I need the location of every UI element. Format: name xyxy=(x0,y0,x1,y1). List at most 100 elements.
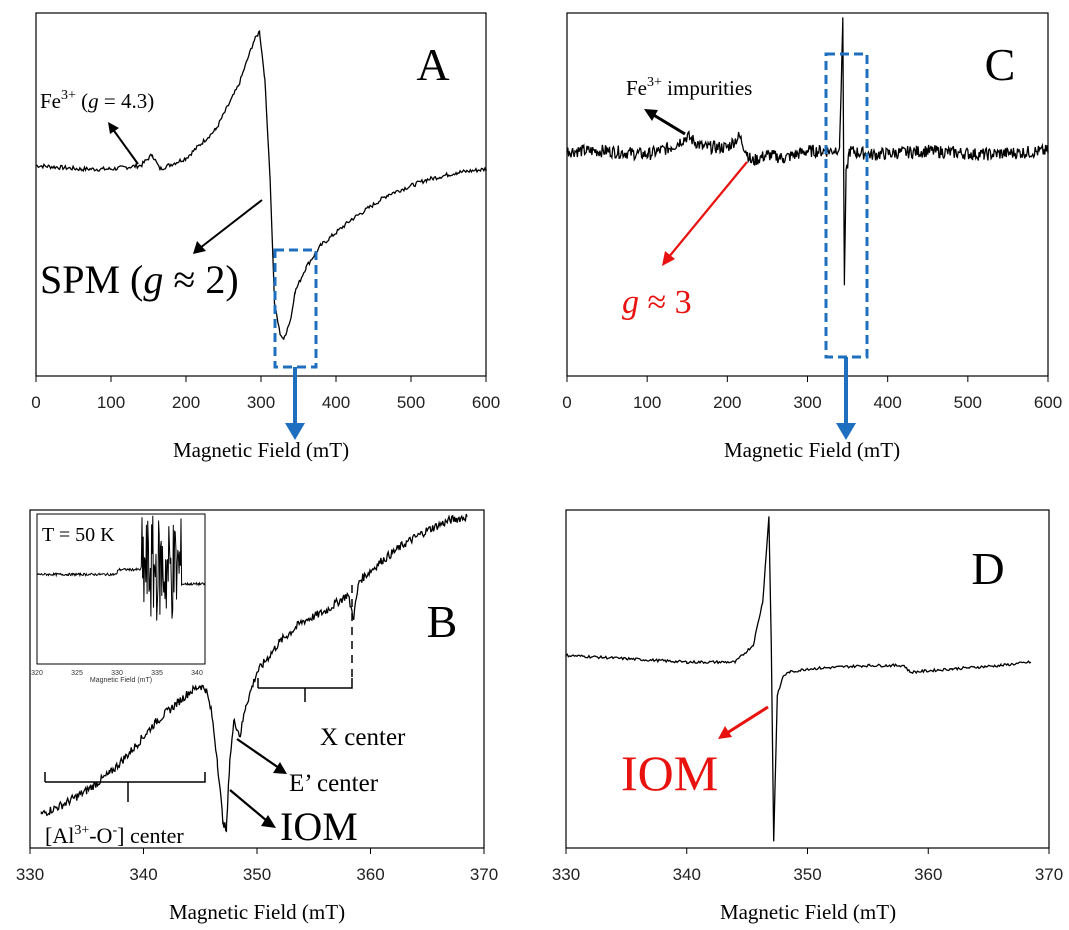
panel-d-xtick-label: 370 xyxy=(1035,865,1063,884)
panel-b-inset-xtick-label: 330 xyxy=(111,670,123,677)
panel-d-iom-arrow xyxy=(726,705,769,735)
panel-b-iom-arrowhead xyxy=(261,815,276,828)
panel-a-xtick-label: 500 xyxy=(397,393,425,412)
panel-b-xtick-label: 370 xyxy=(470,865,498,884)
panel-c-g3-arrowhead xyxy=(662,251,675,266)
panel-d-spectrum-line xyxy=(565,516,1032,842)
panel-a-label: A xyxy=(416,39,449,90)
panel-b-inset-xtick-label: 325 xyxy=(71,670,83,677)
panel-b-e-center-arrow xyxy=(236,738,280,769)
panel-c-g3-arrow xyxy=(667,161,748,259)
panel-b-inset-xtick-label: 340 xyxy=(191,670,203,677)
panel-b-inset-title: T = 50 K xyxy=(42,524,115,546)
panel-d-xtick-label: 330 xyxy=(552,865,580,884)
panel-a-spm-annotation: SPM (g ≈ 2) xyxy=(40,257,239,302)
panel-c-fe-annotation: Fe3+ impurities xyxy=(626,75,752,100)
panel-d-iom-label: IOM xyxy=(621,745,718,801)
panel-a-xtick-label: 300 xyxy=(247,393,275,412)
panel-b-xtick-label: 360 xyxy=(356,865,384,884)
panel-a-xtick-label: 0 xyxy=(31,393,40,412)
panel-b-xlabel: Magnetic Field (mT) xyxy=(169,900,345,924)
panel-c-zoom-box xyxy=(824,52,869,359)
panel-c-xtick-label: 300 xyxy=(793,393,821,412)
panel-d-xtick-label: 340 xyxy=(673,865,701,884)
panel-a-zoom-box xyxy=(273,248,318,369)
panel-a-fe-sup: 3+ xyxy=(61,88,76,103)
panel-b-inset-xtick-label: 320 xyxy=(31,670,43,677)
panel-a-xtick-label: 200 xyxy=(172,393,200,412)
panel-d-xtick-label: 360 xyxy=(914,865,942,884)
panel-c-x-axis: 0 100 200 300 400 500 600 xyxy=(562,376,1062,412)
panel-b-inset: T = 50 K 320 325 330 335 340 Magnetic Field … xyxy=(31,513,206,684)
panel-c-label: C xyxy=(985,39,1016,90)
panel-a-xtick-label: 400 xyxy=(322,393,350,412)
panel-b-inset-xlabel: Magnetic Field (mT) xyxy=(90,677,152,684)
panel-c-g3-rest: ≈ 3 xyxy=(639,284,692,321)
panel-b-iom-arrow xyxy=(229,789,268,822)
panel-b-al-sup: 3+ xyxy=(74,823,89,838)
panel-c-spectrum-line xyxy=(566,17,1049,286)
panel-b: 330 340 350 360 370 Magnetic Field (mT) B T … xyxy=(16,509,498,924)
panel-c-fe-text: Fe xyxy=(626,76,647,100)
panel-c: 0 100 200 300 400 500 600 Magnetic Field (mT) … xyxy=(562,12,1062,462)
panel-c-xtick-label: 0 xyxy=(562,393,571,412)
panel-c-fe-sup: 3+ xyxy=(647,75,662,90)
panel-b-al-text: [Al xyxy=(45,823,74,848)
panel-d-x-axis: 330 340 350 360 370 xyxy=(552,848,1063,884)
panel-c-xtick-label: 400 xyxy=(873,393,901,412)
panel-a: 0 100 200 300 400 500 600 Magnetic Field (mT) … xyxy=(31,12,500,462)
panel-b-iom-label: IOM xyxy=(280,804,358,849)
panel-a-spm-arrow xyxy=(199,199,263,249)
panel-c-frame xyxy=(566,12,1049,377)
panel-b-al-rest: ] center xyxy=(117,823,184,848)
panel-a-xtick-label: 600 xyxy=(472,393,500,412)
panel-c-fe-rest: impurities xyxy=(662,76,752,100)
panel-b-al-center-bracket xyxy=(44,772,206,802)
panel-a-fe-g: g xyxy=(88,89,99,113)
panel-a-fe-arrowhead xyxy=(108,122,119,134)
panel-b-xtick-label: 350 xyxy=(243,865,271,884)
panel-a-spm-rest: ≈ 2) xyxy=(163,257,238,302)
panel-b-x-center-label: X center xyxy=(320,724,406,751)
panel-a-fe-annotation: Fe3+ (g = 4.3) xyxy=(40,88,154,113)
panel-a-zoom-arrowhead xyxy=(285,423,305,440)
panel-b-x-center-bracket xyxy=(257,678,353,702)
panel-b-inset-line xyxy=(36,515,206,621)
panel-a-xtick-label: 100 xyxy=(97,393,125,412)
panel-b-al-center-label: [Al3+-O-] center xyxy=(45,823,184,848)
panel-b-xtick-label: 340 xyxy=(129,865,157,884)
panel-a-xlabel: Magnetic Field (mT) xyxy=(173,438,349,462)
panel-b-al-sup2: - xyxy=(112,823,117,838)
panel-c-g3-g: g xyxy=(622,284,639,321)
panel-a-spm-text: SPM ( xyxy=(40,257,143,302)
panel-b-inset-xtick-label: 335 xyxy=(151,670,163,677)
panel-a-spm-arrowhead xyxy=(193,241,206,254)
panel-b-x-axis: 330 340 350 360 370 xyxy=(16,848,498,884)
panel-a-fe-text: Fe xyxy=(40,89,61,113)
panel-b-xtick-label: 330 xyxy=(16,865,44,884)
panel-a-spectrum-line xyxy=(35,30,487,340)
panel-c-xtick-label: 600 xyxy=(1034,393,1062,412)
panel-c-xlabel: Magnetic Field (mT) xyxy=(724,438,900,462)
panel-d-xlabel: Magnetic Field (mT) xyxy=(720,900,896,924)
panel-d: 330 340 350 360 370 Magnetic Field (mT) D IO… xyxy=(552,509,1063,924)
panel-c-fe-arrowhead xyxy=(644,109,658,121)
panel-b-spectrum-line xyxy=(40,513,468,833)
panel-c-xtick-label: 200 xyxy=(713,393,741,412)
panel-c-g3-annotation: g ≈ 3 xyxy=(622,284,692,321)
panel-b-e-center-arrowhead xyxy=(273,762,287,774)
panel-d-label: D xyxy=(971,543,1004,594)
panel-a-fe-rest: = 4.3) xyxy=(99,89,155,113)
panel-b-label: B xyxy=(427,596,458,647)
panel-b-al-mid: -O xyxy=(89,823,112,848)
panel-c-xtick-label: 500 xyxy=(954,393,982,412)
panel-c-xtick-label: 100 xyxy=(633,393,661,412)
panel-c-fe-arrow xyxy=(651,112,686,136)
panel-d-xtick-label: 350 xyxy=(793,865,821,884)
panel-b-inset-x-axis: 320 325 330 335 340 xyxy=(31,670,203,677)
panel-c-zoom-arrowhead xyxy=(836,423,856,440)
panel-a-x-axis: 0 100 200 300 400 500 600 xyxy=(31,376,500,412)
panel-a-fe-arrow xyxy=(111,127,139,165)
panel-a-spm-g: g xyxy=(143,257,163,302)
